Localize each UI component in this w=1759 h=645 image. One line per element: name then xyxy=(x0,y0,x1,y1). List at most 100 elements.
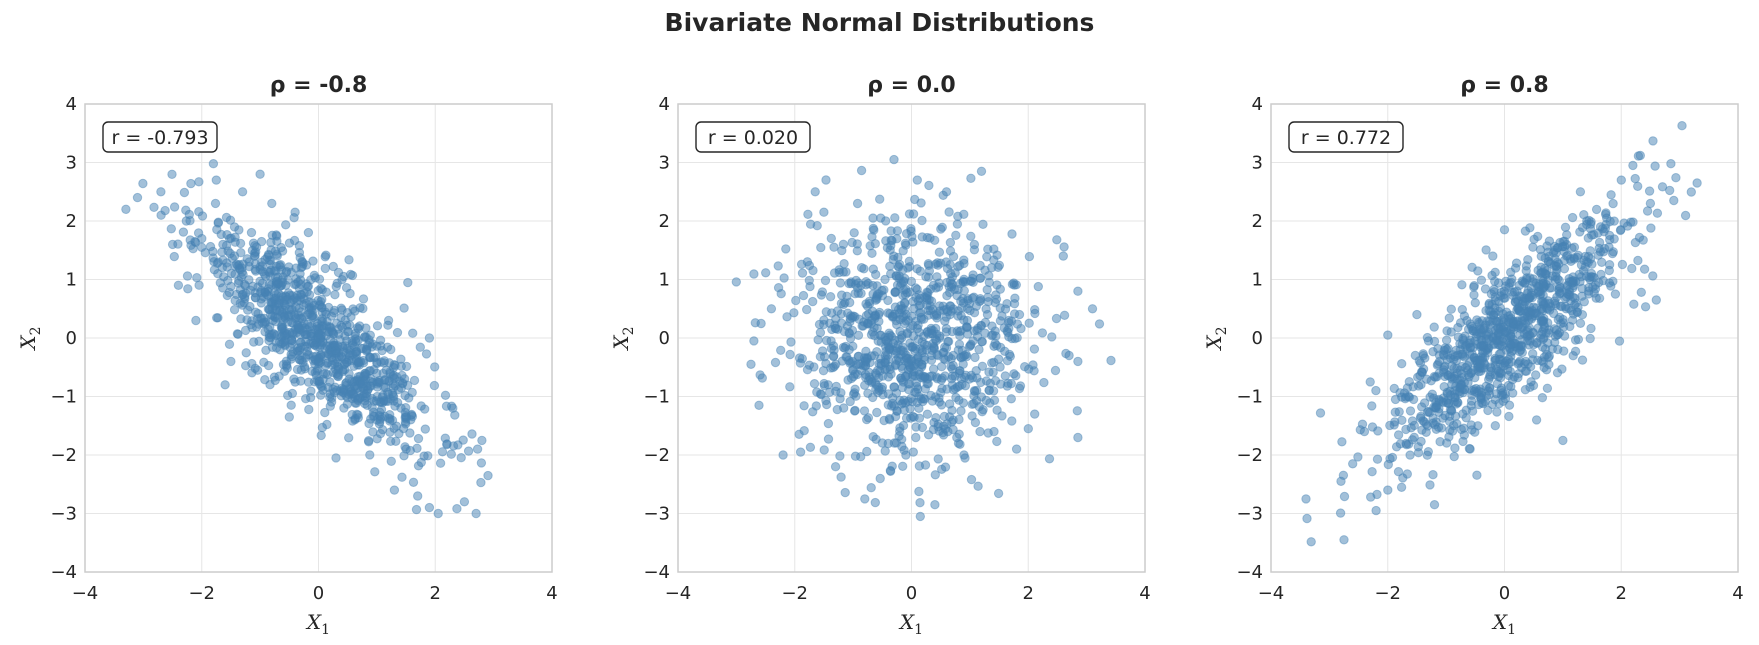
data-point xyxy=(994,489,1002,497)
data-point xyxy=(1045,455,1053,463)
data-point xyxy=(953,220,961,228)
data-point xyxy=(1608,249,1616,257)
data-point xyxy=(1423,451,1431,459)
data-point xyxy=(1451,444,1459,452)
data-point xyxy=(1580,298,1588,306)
data-point xyxy=(1615,337,1623,345)
data-point xyxy=(869,265,877,273)
data-point xyxy=(338,276,346,284)
data-point xyxy=(825,388,833,396)
data-point xyxy=(1460,424,1468,432)
data-point xyxy=(248,324,256,332)
data-point xyxy=(923,410,931,418)
data-point xyxy=(1568,213,1576,221)
data-point xyxy=(836,279,844,287)
data-point xyxy=(1008,280,1016,288)
data-point xyxy=(1595,278,1603,286)
data-point xyxy=(400,304,408,312)
data-point xyxy=(837,473,845,481)
y-tick-label: 0 xyxy=(659,328,670,349)
data-point xyxy=(291,208,299,216)
data-point xyxy=(312,352,320,360)
data-point xyxy=(1426,481,1434,489)
data-point xyxy=(986,379,994,387)
data-point xyxy=(373,383,381,391)
data-point xyxy=(477,478,485,486)
data-point xyxy=(279,278,287,286)
data-point xyxy=(236,239,244,247)
data-point xyxy=(1559,436,1567,444)
data-point xyxy=(393,328,401,336)
data-point xyxy=(1538,394,1546,402)
data-point xyxy=(1447,328,1455,336)
data-point xyxy=(1518,277,1526,285)
y-tick-label: −1 xyxy=(1236,387,1263,408)
data-point xyxy=(884,390,892,398)
data-point xyxy=(260,270,268,278)
data-point xyxy=(1637,288,1645,296)
data-point xyxy=(189,245,197,253)
data-point xyxy=(1384,331,1392,339)
data-point xyxy=(983,286,991,294)
data-point xyxy=(397,404,405,412)
data-point xyxy=(1539,279,1547,287)
data-point xyxy=(1366,378,1374,386)
data-point xyxy=(1391,418,1399,426)
data-point xyxy=(212,176,220,184)
data-point xyxy=(1465,444,1473,452)
data-point xyxy=(1453,369,1461,377)
data-point xyxy=(934,455,942,463)
data-point xyxy=(1607,191,1615,199)
data-point xyxy=(1445,314,1453,322)
data-point xyxy=(838,246,846,254)
data-point xyxy=(242,349,250,357)
data-point xyxy=(168,170,176,178)
panel-rho-zero: −4 −2 0 2 4−4−3−2−101234ρ = 0.0X1X2r = 0.020 xyxy=(609,73,1151,638)
data-point xyxy=(293,365,301,373)
data-point xyxy=(891,214,899,222)
data-point xyxy=(755,401,763,409)
data-point xyxy=(1405,393,1413,401)
data-point xyxy=(762,269,770,277)
data-point xyxy=(960,451,968,459)
data-point xyxy=(275,372,283,380)
data-point xyxy=(1410,421,1418,429)
data-point xyxy=(906,363,914,371)
data-point xyxy=(1533,309,1541,317)
data-point xyxy=(1430,501,1438,509)
data-point xyxy=(984,298,992,306)
data-point xyxy=(1396,389,1404,397)
data-point xyxy=(1634,182,1642,190)
data-point xyxy=(1483,330,1491,338)
data-point xyxy=(305,405,313,413)
data-point xyxy=(436,459,444,467)
data-point xyxy=(1532,371,1540,379)
data-point xyxy=(1447,305,1455,313)
data-point xyxy=(460,498,468,506)
data-point xyxy=(1060,311,1068,319)
data-point xyxy=(816,328,824,336)
data-point xyxy=(882,217,890,225)
data-point xyxy=(1550,309,1558,317)
data-point xyxy=(278,325,286,333)
data-point xyxy=(974,482,982,490)
data-point xyxy=(255,337,263,345)
data-point xyxy=(988,264,996,272)
data-point xyxy=(1012,372,1020,380)
data-point xyxy=(376,408,384,416)
data-point xyxy=(359,379,367,387)
data-point xyxy=(478,436,486,444)
data-point xyxy=(925,181,933,189)
data-point xyxy=(183,272,191,280)
data-point xyxy=(918,216,926,224)
data-point xyxy=(266,381,274,389)
data-point xyxy=(421,425,429,433)
data-point xyxy=(886,466,894,474)
y-tick-label: −2 xyxy=(50,445,77,466)
data-point xyxy=(1541,254,1549,262)
data-point xyxy=(998,412,1006,420)
data-point xyxy=(984,245,992,253)
data-point xyxy=(797,260,805,268)
data-point xyxy=(924,431,932,439)
data-point xyxy=(1537,330,1545,338)
